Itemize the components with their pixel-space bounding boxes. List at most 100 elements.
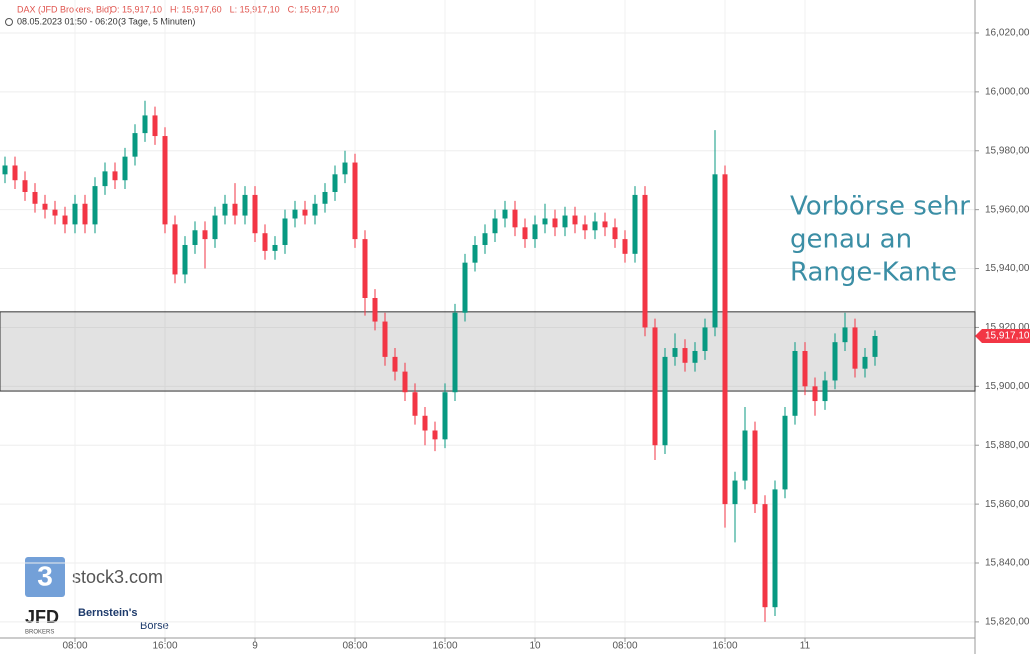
range-text: 08.05.2023 01:50 - 06:20 <box>17 16 118 26</box>
candle-body <box>152 115 158 137</box>
candle-body <box>402 371 408 393</box>
x-tick-label: 16:00 <box>152 641 177 652</box>
candle-body <box>562 215 568 228</box>
candle-body <box>572 215 578 225</box>
candle-body <box>592 221 598 231</box>
annotation: genau an <box>790 225 912 255</box>
x-tick-label: 11 <box>800 641 811 652</box>
candle-body <box>202 230 208 240</box>
candle-body <box>92 186 98 225</box>
candle-body <box>272 244 278 251</box>
y-tick-label: 15,900,00 <box>985 381 1030 392</box>
candle-body <box>372 297 378 322</box>
y-tick-label: 16,000,00 <box>985 87 1030 98</box>
partner-sub: Börse <box>140 620 169 632</box>
candle-body <box>532 224 538 240</box>
last-price-label: 15,917,10 <box>985 331 1030 342</box>
candle-body <box>332 174 338 192</box>
ohlc-label: C: 15,917,10 <box>288 4 340 14</box>
candle-body <box>222 203 228 216</box>
candle-body <box>582 224 588 231</box>
symbol: DAX (JFD Brokers, Bid) <box>17 4 112 14</box>
candle-body <box>432 430 438 440</box>
annotation: Vorbörse sehr <box>790 192 970 222</box>
candle-body <box>242 194 248 216</box>
candle-body <box>602 221 608 228</box>
candle-body <box>492 218 498 234</box>
candle-body <box>802 350 808 387</box>
candle-body <box>412 392 418 416</box>
y-tick-label: 15,980,00 <box>985 145 1030 156</box>
candle-body <box>762 504 768 608</box>
candle-body <box>712 174 718 328</box>
candle-body <box>622 239 628 254</box>
candle-body <box>792 350 798 416</box>
candle-body <box>382 321 388 357</box>
candle-body <box>542 218 548 225</box>
x-tick-label: 9 <box>252 641 258 652</box>
candle-body <box>262 233 268 251</box>
candle-body <box>302 209 308 216</box>
candle-body <box>612 227 618 240</box>
candle-body <box>122 156 128 181</box>
x-tick-label: 08:00 <box>612 641 637 652</box>
candle-body <box>42 203 48 210</box>
candle-body <box>322 191 328 204</box>
candle-body <box>752 430 758 505</box>
candle-body <box>52 209 58 216</box>
ohlc-label: O: 15,917,10 <box>110 4 162 14</box>
candle-body <box>192 230 198 245</box>
candle-body <box>742 430 748 481</box>
candle-body <box>852 327 858 369</box>
candle-body <box>662 356 668 446</box>
candle-body <box>72 203 78 225</box>
x-tick-label: 10 <box>529 641 541 652</box>
candle-body <box>112 171 118 181</box>
y-tick-label: 15,960,00 <box>985 204 1030 215</box>
y-tick-label: 15,860,00 <box>985 499 1030 510</box>
candle-body <box>342 162 348 175</box>
clock-icon <box>5 18 13 26</box>
candle-body <box>422 415 428 431</box>
candle-body <box>512 209 518 228</box>
candle-body <box>162 136 168 225</box>
x-tick-label: 16:00 <box>712 641 737 652</box>
candle-body <box>32 191 38 204</box>
candle-body <box>812 386 818 402</box>
candle-body <box>2 165 8 175</box>
x-tick-label: 08:00 <box>62 641 87 652</box>
candle-body <box>552 218 558 228</box>
annotation: Range-Kante <box>790 258 957 288</box>
candle-body <box>182 244 188 275</box>
candle-body <box>132 133 138 157</box>
candle-body <box>452 312 458 393</box>
candle-body <box>102 171 108 187</box>
candle-body <box>772 489 778 608</box>
y-tick-label: 15,880,00 <box>985 440 1030 451</box>
site-name: stock3.com <box>72 567 163 587</box>
candle-body <box>862 356 868 369</box>
candle-body <box>142 115 148 134</box>
candle-body <box>502 209 508 219</box>
candle-body <box>312 203 318 216</box>
y-tick-label: 15,940,00 <box>985 263 1030 274</box>
y-tick-label: 15,840,00 <box>985 558 1030 569</box>
candle-body <box>682 348 688 363</box>
ohlc-row: O: 15,917,10 H: 15,917,60 L: 15,917,10 C: 1… <box>110 4 339 14</box>
partner: Bernstein's <box>78 607 137 619</box>
y-tick-label: 15,820,00 <box>985 617 1030 628</box>
candle-body <box>872 335 878 357</box>
candle-body <box>722 174 728 505</box>
candle-body <box>82 203 88 225</box>
candle-body <box>12 165 18 181</box>
range-zone <box>0 311 976 392</box>
candle-body <box>352 162 358 240</box>
candle-body <box>292 209 298 219</box>
candle-body <box>692 350 698 363</box>
candle-body <box>212 215 218 240</box>
candle-body <box>652 327 658 446</box>
x-tick-label: 16:00 <box>432 641 457 652</box>
broker-sub: BROKERS <box>25 630 54 636</box>
